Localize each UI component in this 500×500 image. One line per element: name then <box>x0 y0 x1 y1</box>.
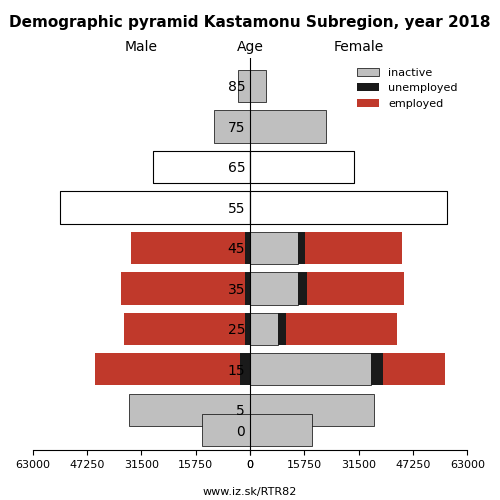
Bar <box>250 191 447 224</box>
Bar <box>240 353 250 386</box>
Bar <box>94 353 240 386</box>
Bar <box>60 191 250 224</box>
Legend: inactive, unemployed, employed: inactive, unemployed, employed <box>352 63 462 113</box>
Bar <box>250 110 326 142</box>
Bar <box>383 353 445 386</box>
Bar <box>250 191 447 224</box>
Bar <box>120 272 245 304</box>
Bar <box>250 272 298 304</box>
Bar <box>124 312 245 345</box>
Bar <box>278 312 286 345</box>
Bar <box>250 312 278 345</box>
Bar <box>250 414 312 446</box>
Bar <box>250 150 354 183</box>
Bar <box>305 232 402 264</box>
Bar <box>250 232 298 264</box>
Bar <box>129 394 250 426</box>
Bar <box>60 191 250 224</box>
Bar <box>245 272 250 304</box>
Bar <box>154 150 250 183</box>
Bar <box>245 312 250 345</box>
Bar <box>214 110 250 142</box>
Bar <box>286 312 397 345</box>
Text: Male: Male <box>125 40 158 54</box>
Bar <box>298 272 307 304</box>
Text: www.iz.sk/RTR82: www.iz.sk/RTR82 <box>203 487 297 497</box>
Bar <box>202 414 250 446</box>
Bar <box>250 150 354 183</box>
Bar <box>298 232 305 264</box>
Text: Age: Age <box>236 40 264 54</box>
Bar <box>245 232 250 264</box>
Bar <box>250 353 371 386</box>
Bar <box>307 272 404 304</box>
Text: Female: Female <box>334 40 384 54</box>
Title: Demographic pyramid Kastamonu Subregion, year 2018: Demographic pyramid Kastamonu Subregion,… <box>9 15 491 30</box>
Bar <box>238 70 250 102</box>
Bar <box>154 150 250 183</box>
Bar <box>371 353 383 386</box>
Bar <box>131 232 245 264</box>
Bar <box>250 70 266 102</box>
Bar <box>250 394 374 426</box>
